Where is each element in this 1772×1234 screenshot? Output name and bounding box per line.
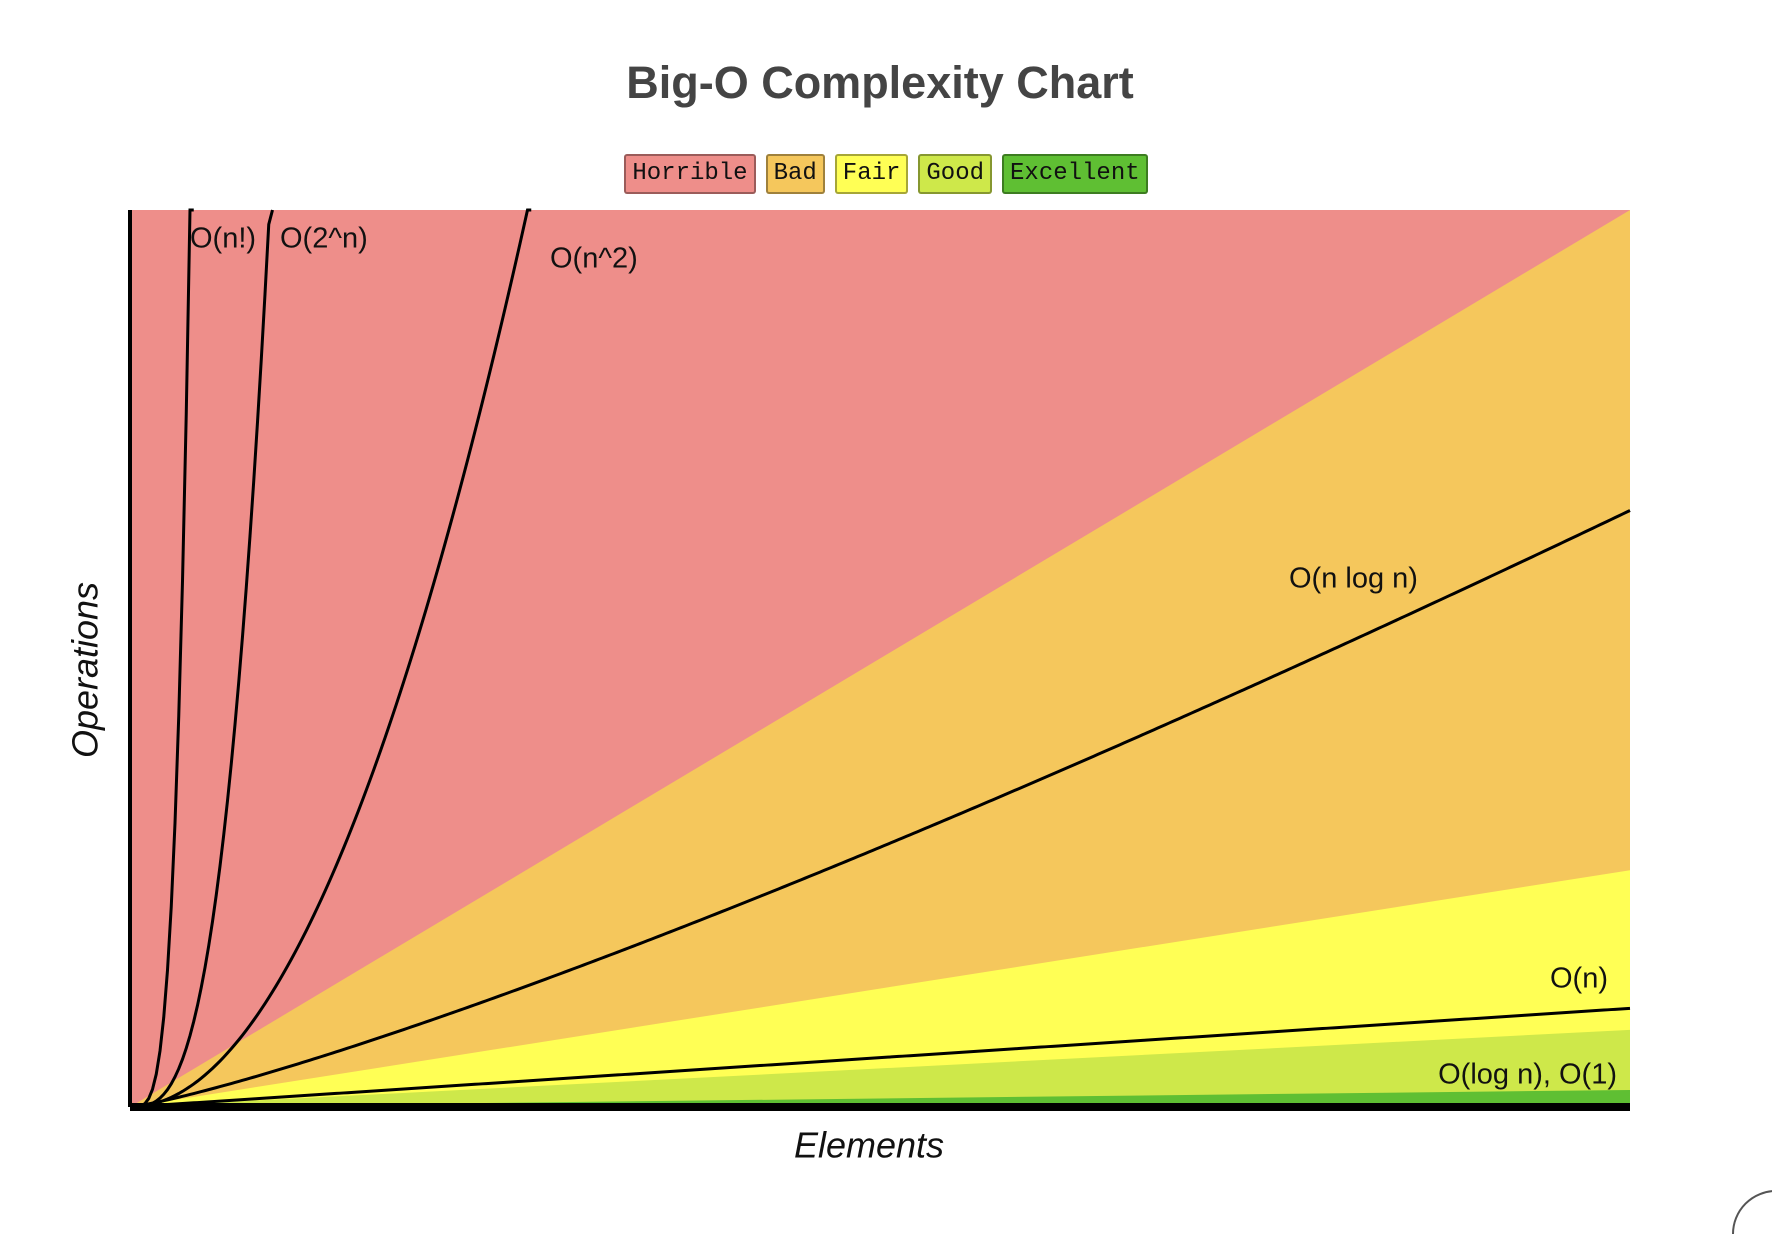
curve-linear [129,1006,1631,1109]
legend-chip: Excellent [1002,154,1148,194]
legend-chip: Fair [834,154,909,194]
region-fair [130,870,1630,1107]
corner-button [1732,1190,1772,1234]
curve-quadratic [129,208,532,1109]
legend-chip: Horrible [624,154,756,194]
region-good [130,1029,1630,1107]
curve-label: O(n!) [190,223,256,255]
curve-label: O(log n), O(1) [1438,1059,1617,1091]
chart-title: Big-O Complexity Chart [626,57,1134,108]
curve-label: O(2^n) [280,223,368,255]
legend: Horrible Bad Fair Good Excellent [0,154,1772,194]
curve-label: O(n) [1550,963,1608,995]
y-axis-label: Operations [65,582,106,758]
legend-chip: Bad [765,154,825,194]
curve-label: O(n log n) [1289,563,1418,595]
plot-area [128,208,1631,1111]
legend-chip: Good [918,154,993,194]
region-excellent [130,1089,1630,1107]
curve-nlogn [129,509,1631,1109]
region-bad [130,210,1630,1107]
curve-label: O(n^2) [550,243,638,275]
x-axis-label: Elements [794,1125,944,1166]
